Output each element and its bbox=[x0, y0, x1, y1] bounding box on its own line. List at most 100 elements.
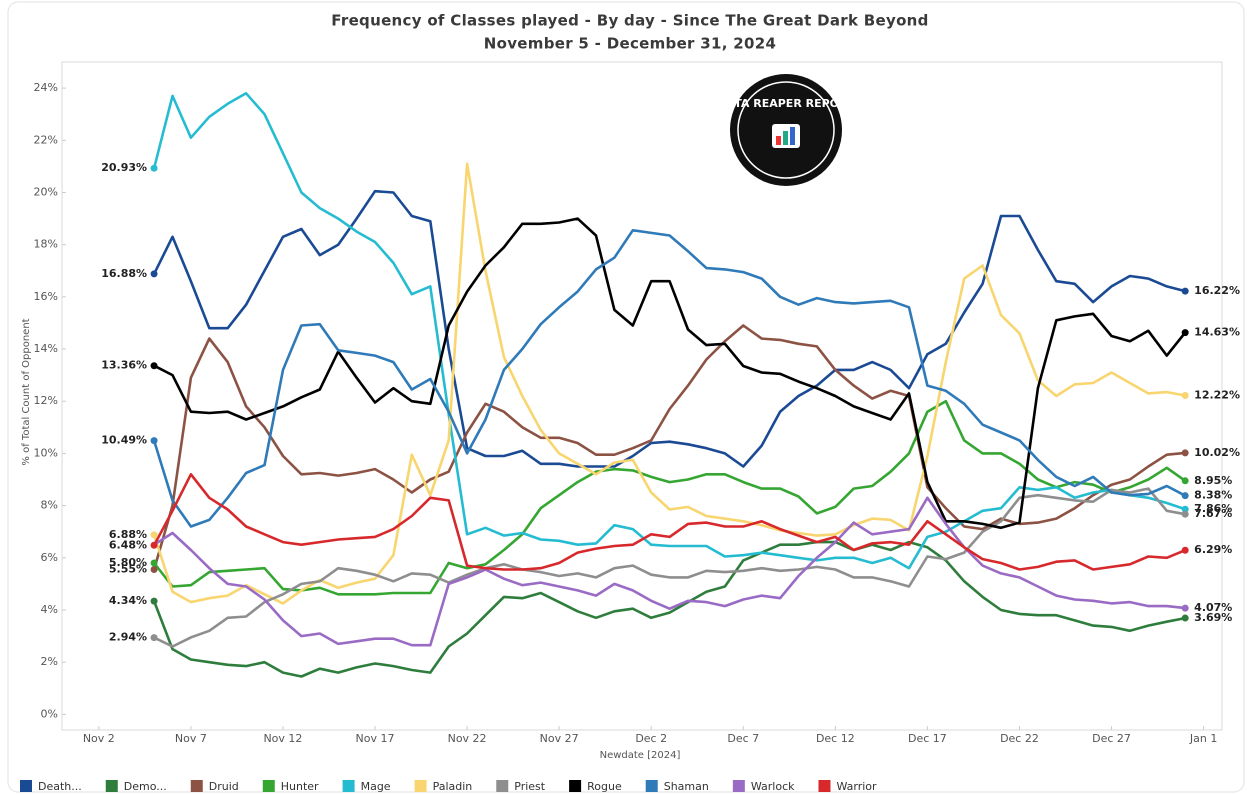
y-tick-label: 22% bbox=[34, 133, 58, 146]
y-tick-label: 0% bbox=[41, 707, 58, 720]
point bbox=[150, 559, 158, 567]
series-line bbox=[153, 217, 1187, 530]
series-line bbox=[152, 189, 1186, 468]
data-label: 13.36% bbox=[101, 359, 147, 372]
series-line bbox=[152, 162, 1186, 605]
point bbox=[150, 270, 158, 278]
series-line bbox=[152, 324, 1186, 570]
point bbox=[1181, 391, 1189, 399]
data-label: 16.88% bbox=[101, 267, 147, 280]
x-tick-label: Jan 1 bbox=[1189, 732, 1217, 745]
logo-ring bbox=[737, 81, 835, 179]
legend-label: Mage bbox=[361, 780, 391, 793]
logo-text: DATA REAPER REPORT bbox=[717, 97, 855, 110]
y-tick-label: 12% bbox=[34, 394, 58, 407]
y-tick-label: 10% bbox=[34, 446, 58, 459]
x-tick-label: Nov 12 bbox=[263, 732, 302, 745]
logo-icon bbox=[783, 131, 788, 145]
legend-label: Shaman bbox=[664, 780, 709, 793]
y-axis-title: % of Total Count of Opponent bbox=[21, 318, 32, 465]
series-line bbox=[152, 473, 1186, 571]
point bbox=[1181, 329, 1189, 337]
data-label: 12.22% bbox=[1194, 388, 1240, 401]
point bbox=[150, 634, 158, 642]
x-tick-label: Nov 27 bbox=[540, 732, 579, 745]
point bbox=[150, 437, 158, 445]
x-tick-label: Nov 7 bbox=[175, 732, 207, 745]
point bbox=[1181, 477, 1189, 485]
logo-icon bbox=[790, 127, 795, 145]
legend-swatch bbox=[262, 780, 275, 792]
point bbox=[1181, 505, 1189, 513]
legend-label: Warrior bbox=[836, 780, 877, 793]
data-label: 14.63% bbox=[1194, 326, 1240, 339]
x-tick-label: Dec 22 bbox=[1000, 732, 1039, 745]
point bbox=[1181, 604, 1189, 612]
data-label: 6.88% bbox=[109, 528, 147, 541]
legend-label: Paladin bbox=[433, 780, 473, 793]
x-tick-label: Dec 7 bbox=[727, 732, 759, 745]
y-tick-label: 6% bbox=[41, 551, 58, 564]
point bbox=[1181, 287, 1189, 295]
series-line bbox=[153, 487, 1186, 648]
data-label: 5.80% bbox=[109, 556, 147, 569]
data-label: 7.67% bbox=[1194, 507, 1232, 520]
data-label: 5.55% bbox=[109, 563, 147, 576]
point bbox=[1181, 449, 1189, 457]
logo-icon bbox=[776, 136, 781, 145]
y-tick-label: 18% bbox=[34, 238, 58, 251]
data-label: 2.94% bbox=[109, 631, 147, 644]
x-tick-label: Dec 2 bbox=[635, 732, 667, 745]
x-tick-label: Dec 27 bbox=[1092, 732, 1131, 745]
point bbox=[150, 164, 158, 172]
data-label: 3.69% bbox=[1194, 611, 1232, 624]
data-label: 20.93% bbox=[101, 161, 147, 174]
series-line bbox=[152, 540, 1186, 678]
legend-swatch bbox=[20, 780, 32, 792]
legend-label: Warlock bbox=[751, 780, 795, 793]
x-axis-title: Newdate [2024] bbox=[600, 750, 681, 761]
chart-title: Frequency of Classes played - By day - S… bbox=[331, 12, 928, 30]
point bbox=[1181, 510, 1189, 518]
series-line bbox=[153, 399, 1186, 596]
y-tick-label: 2% bbox=[41, 655, 58, 668]
point bbox=[150, 597, 158, 605]
x-tick-label: Dec 12 bbox=[816, 732, 855, 745]
legend-label: Rogue bbox=[587, 780, 622, 793]
legend-swatch bbox=[105, 780, 118, 792]
point bbox=[1181, 546, 1189, 554]
data-label: 4.07% bbox=[1194, 601, 1232, 614]
point bbox=[150, 531, 158, 539]
chart-subtitle: November 5 - December 31, 2024 bbox=[484, 35, 776, 53]
y-tick-label: 16% bbox=[34, 290, 58, 303]
y-tick-label: 24% bbox=[34, 81, 58, 94]
legend-swatch bbox=[496, 780, 509, 792]
data-label: 10.02% bbox=[1194, 446, 1240, 459]
point bbox=[150, 566, 158, 574]
legend-label: Priest bbox=[514, 780, 546, 793]
x-tick-label: Nov 17 bbox=[356, 732, 395, 745]
legend-swatch bbox=[342, 780, 355, 792]
point bbox=[1181, 614, 1189, 622]
legend-label: Hunter bbox=[281, 780, 319, 793]
point bbox=[150, 362, 158, 370]
data-label: 7.86% bbox=[1194, 502, 1232, 515]
series-line bbox=[152, 229, 1186, 528]
plot-frame bbox=[61, 61, 1223, 731]
point bbox=[150, 541, 158, 549]
legend-swatch bbox=[190, 780, 203, 792]
card bbox=[7, 1, 1245, 793]
data-label: 8.95% bbox=[1194, 474, 1232, 487]
y-tick-label: 8% bbox=[41, 499, 58, 512]
legend-label: Druid bbox=[209, 780, 239, 793]
data-label: 6.48% bbox=[109, 538, 147, 551]
legend-label: Demo... bbox=[124, 780, 167, 793]
legend-swatch bbox=[569, 780, 582, 792]
series-line bbox=[152, 92, 1186, 570]
legend-label: Death... bbox=[38, 780, 82, 793]
point bbox=[1181, 492, 1189, 500]
data-label: 16.22% bbox=[1194, 284, 1240, 297]
logo: DATA REAPER REPORT bbox=[717, 74, 855, 186]
legend-swatch bbox=[645, 780, 658, 792]
